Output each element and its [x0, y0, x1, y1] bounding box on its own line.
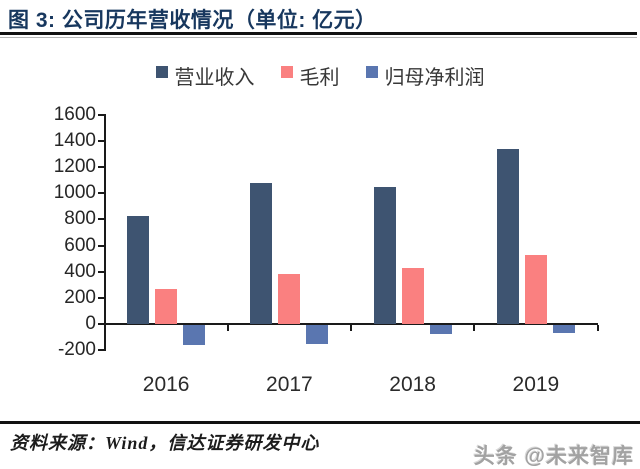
bar-gross-profit-2019	[524, 254, 547, 324]
bar-revenue-2017	[250, 182, 273, 324]
x-tick-label-2016: 2016	[142, 373, 190, 396]
bar-revenue-2016	[127, 215, 150, 324]
y-tick	[97, 244, 105, 247]
y-tick-label: 0	[85, 312, 96, 334]
bar-gross-profit-2017	[278, 274, 301, 324]
y-tick-label: 1400	[53, 130, 96, 152]
y-tick	[97, 140, 105, 143]
chart-legend: 营业收入 毛利 归母净利润	[0, 61, 640, 90]
x-axis-line	[103, 322, 598, 325]
footer-divider	[0, 421, 640, 424]
y-tick-label: 200	[64, 286, 96, 308]
x-boundary-tick	[226, 324, 229, 331]
bar-chart: 1600 1400 1200 1000 800 600 400 200 0 -200 2016 201…	[53, 104, 599, 396]
figure-title: 图 3: 公司历年营收情况（单位: 亿元）	[8, 9, 377, 32]
y-tick	[97, 114, 105, 116]
legend-item-revenue: 营业收入	[155, 61, 255, 90]
y-tick	[97, 322, 105, 325]
bar-gross-profit-2016	[155, 288, 178, 324]
y-axis-line	[103, 114, 106, 351]
x-tick-label-2018: 2018	[389, 373, 436, 396]
title-divider	[0, 32, 637, 35]
x-tick-label-2019: 2019	[512, 373, 560, 396]
legend-item-net-profit: 归母净利润	[365, 61, 485, 90]
y-tick-label: 400	[64, 260, 96, 282]
watermark: 头条 @未来智库	[473, 445, 634, 468]
legend-swatch-gross-profit	[280, 66, 293, 78]
y-tick-label: 1200	[53, 156, 96, 178]
bar-net-profit-2016	[183, 325, 206, 345]
bar-revenue-2018	[373, 186, 396, 324]
title-divider-shadow	[0, 37, 637, 38]
x-tick-label-2017: 2017	[266, 373, 313, 396]
legend-label-net-profit: 归母净利润	[384, 66, 485, 89]
y-tick	[97, 218, 105, 221]
x-boundary-tick	[596, 324, 599, 331]
x-boundary-tick	[350, 324, 352, 331]
y-tick-label: 1000	[53, 182, 96, 204]
y-tick	[97, 166, 105, 169]
legend-item-gross-profit: 毛利	[280, 61, 340, 90]
bar-revenue-2019	[496, 148, 519, 324]
legend-swatch-net-profit	[365, 66, 378, 78]
legend-label-revenue: 营业收入	[174, 66, 255, 89]
y-tick-label: 600	[64, 234, 96, 256]
y-tick-label: 1600	[53, 104, 96, 125]
source-note: 资料来源：Wind，信达证券研发中心	[10, 433, 320, 453]
bar-net-profit-2017	[306, 325, 329, 344]
y-tick	[97, 192, 105, 195]
bar-gross-profit-2018	[401, 267, 424, 324]
legend-swatch-revenue	[155, 66, 168, 78]
x-boundary-tick	[473, 324, 476, 331]
bar-net-profit-2019	[552, 325, 575, 333]
y-tick-label: 800	[64, 208, 96, 230]
bar-net-profit-2018	[429, 325, 452, 334]
legend-label-gross-profit: 毛利	[299, 66, 340, 89]
y-tick-label: -200	[57, 339, 96, 360]
y-tick	[97, 349, 105, 351]
y-tick	[97, 270, 105, 273]
y-tick	[97, 296, 105, 299]
